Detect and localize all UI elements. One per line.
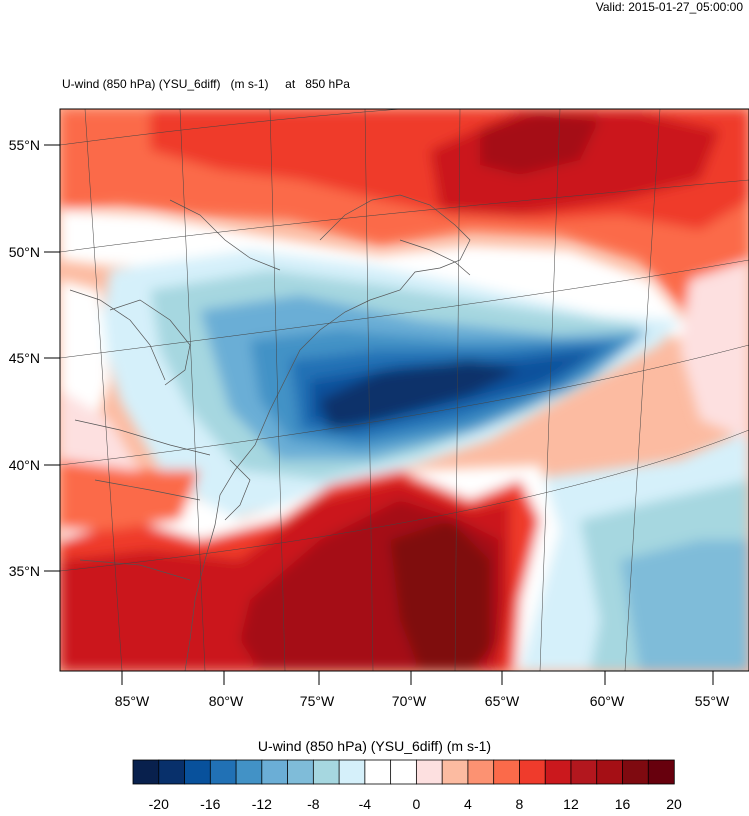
colorbar-swatch bbox=[261, 759, 289, 785]
colorbar-swatch bbox=[364, 759, 392, 785]
colorbar-swatch bbox=[493, 759, 521, 785]
lat-label-35n: 35°N bbox=[9, 563, 40, 579]
colorbar-swatch bbox=[647, 759, 675, 785]
colorbar-swatch bbox=[441, 759, 469, 785]
valid-time-label: Valid: 2015-01-27_05:00:00 bbox=[595, 0, 743, 14]
colorbar-swatch bbox=[158, 759, 186, 785]
plot-title: U-wind (850 hPa) (YSU_6diff) (m s-1) at … bbox=[62, 77, 350, 91]
lon-label-55w: 55°W bbox=[695, 693, 730, 709]
colorbar-swatch bbox=[338, 759, 366, 785]
colorbar-swatch bbox=[312, 759, 340, 785]
lat-label-40n: 40°N bbox=[9, 457, 40, 473]
colorbar-title: U-wind (850 hPa) (YSU_6diff) (m s-1) bbox=[257, 738, 492, 754]
colorbar-tick-label: 4 bbox=[464, 796, 472, 812]
colorbar-tick-label: -4 bbox=[359, 796, 372, 812]
colorbar-tick-label: 8 bbox=[516, 796, 524, 812]
colorbar-swatch bbox=[467, 759, 495, 785]
colorbar-tick-label: 16 bbox=[615, 796, 631, 812]
lat-lon-grid bbox=[60, 109, 749, 671]
colorbar: -20 -16 -12 -8 -4 0 4 8 12 16 20 bbox=[132, 759, 682, 812]
lon-label-65w: 65°W bbox=[485, 693, 520, 709]
colorbar-tick-label: -12 bbox=[252, 796, 272, 812]
colorbar-swatch bbox=[519, 759, 546, 785]
colorbar-swatch bbox=[132, 759, 160, 785]
lon-label-75w: 75°W bbox=[300, 693, 335, 709]
colorbar-tick-label: -20 bbox=[149, 796, 169, 812]
lat-label-55n: 55°N bbox=[9, 137, 40, 153]
lon-label-85w: 85°W bbox=[115, 693, 150, 709]
colorbar-swatch bbox=[287, 759, 315, 785]
lat-label-50n: 50°N bbox=[9, 244, 40, 260]
colorbar-tick-label: 20 bbox=[666, 796, 682, 812]
u-wind-field bbox=[60, 109, 749, 671]
lon-label-70w: 70°W bbox=[392, 693, 427, 709]
coastlines bbox=[69, 194, 471, 671]
colorbar-swatch bbox=[622, 759, 649, 785]
lat-label-45n: 45°N bbox=[9, 350, 40, 366]
map-frame bbox=[59, 108, 749, 672]
colorbar-swatch bbox=[235, 759, 263, 785]
colorbar-swatch bbox=[184, 759, 211, 785]
lon-label-80w: 80°W bbox=[209, 693, 244, 709]
colorbar-tick-label: -8 bbox=[307, 796, 320, 812]
colorbar-swatch bbox=[415, 759, 443, 785]
colorbar-tick-label: 0 bbox=[412, 796, 420, 812]
axis-ticks bbox=[44, 144, 714, 685]
colorbar-swatch bbox=[544, 759, 572, 785]
lon-label-60w: 60°W bbox=[590, 693, 625, 709]
colorbar-swatch bbox=[209, 759, 237, 785]
colorbar-tick-label: 12 bbox=[563, 796, 579, 812]
colorbar-swatch bbox=[570, 759, 598, 785]
colorbar-swatch bbox=[596, 759, 624, 785]
colorbar-tick-label: -16 bbox=[200, 796, 220, 812]
colorbar-swatch bbox=[390, 759, 418, 785]
